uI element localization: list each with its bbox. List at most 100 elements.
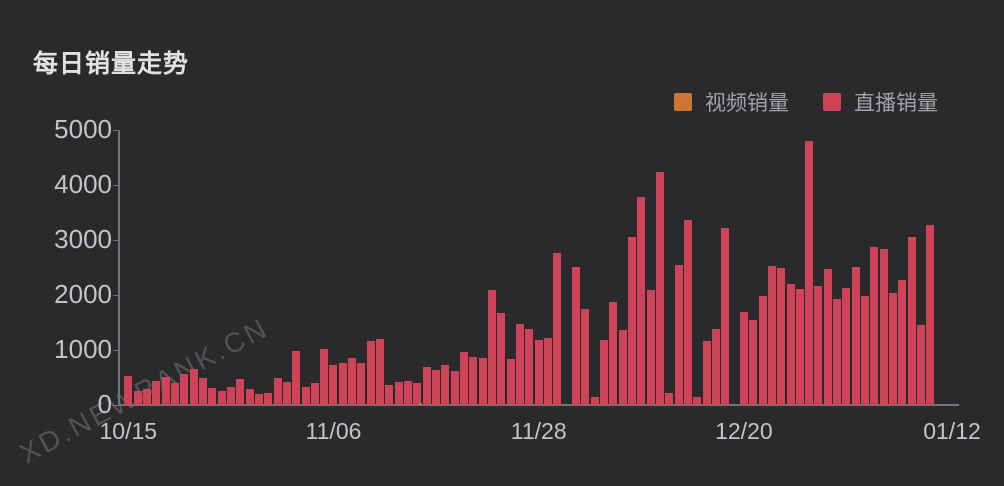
- y-axis-tick-label: 2000: [54, 278, 112, 309]
- bar-live-10/17[interactable]: [142, 388, 151, 405]
- bar-live-12/26[interactable]: [795, 289, 804, 405]
- bar-live-12/23[interactable]: [767, 266, 776, 405]
- y-axis-tick-mark: [113, 349, 118, 351]
- y-axis-tick-label: 4000: [54, 168, 112, 199]
- bar-live-12/24[interactable]: [777, 268, 786, 405]
- bar-live-10/15[interactable]: [124, 376, 133, 405]
- bar-live-12/18[interactable]: [721, 227, 730, 405]
- bar-live-12/15[interactable]: [693, 396, 702, 405]
- bar-live-12/27[interactable]: [805, 141, 814, 405]
- bar-live-11/24[interactable]: [497, 312, 506, 405]
- bar-live-12/06[interactable]: [609, 302, 618, 405]
- y-axis-tick-label: 5000: [54, 113, 112, 144]
- y-axis-tick-label: 3000: [54, 223, 112, 254]
- bar-live-11/06[interactable]: [329, 365, 338, 405]
- bar-live-11/27[interactable]: [525, 328, 534, 405]
- bar-live-10/31[interactable]: [273, 378, 282, 405]
- bar-live-11/14[interactable]: [404, 381, 413, 405]
- y-axis-tick-mark: [113, 239, 118, 241]
- bar-live-11/07[interactable]: [338, 363, 347, 405]
- bar-live-01/04[interactable]: [879, 249, 888, 405]
- bar-live-10/28[interactable]: [245, 389, 254, 405]
- bar-live-12/10[interactable]: [646, 289, 655, 405]
- bar-live-10/22[interactable]: [189, 369, 198, 405]
- bar-live-12/03[interactable]: [581, 308, 590, 405]
- bar-live-01/01[interactable]: [851, 266, 860, 405]
- bar-live-11/28[interactable]: [534, 339, 543, 405]
- bar-live-11/23[interactable]: [488, 289, 497, 405]
- bar-live-12/09[interactable]: [637, 196, 646, 405]
- bar-live-12/22[interactable]: [758, 296, 767, 405]
- bar-live-12/12[interactable]: [665, 392, 674, 405]
- bar-live-11/25[interactable]: [506, 359, 515, 405]
- bar-live-10/27[interactable]: [236, 379, 245, 405]
- bar-live-10/24[interactable]: [208, 388, 217, 405]
- bar-live-10/29[interactable]: [254, 394, 263, 405]
- y-axis-line: [118, 130, 120, 406]
- bar-live-12/14[interactable]: [683, 220, 692, 405]
- bar-live-12/05[interactable]: [599, 339, 608, 405]
- bar-live-11/05[interactable]: [320, 349, 329, 405]
- bar-live-11/16[interactable]: [422, 367, 431, 405]
- bar-live-01/08[interactable]: [917, 325, 926, 405]
- bar-live-11/29[interactable]: [544, 337, 552, 405]
- bar-live-01/03[interactable]: [870, 246, 879, 405]
- bar-live-12/11[interactable]: [655, 172, 664, 405]
- bar-live-12/28[interactable]: [814, 285, 823, 405]
- bar-live-12/29[interactable]: [823, 268, 832, 405]
- bar-live-11/30[interactable]: [553, 252, 562, 405]
- bar-live-10/23[interactable]: [198, 378, 207, 405]
- bar-live-11/15[interactable]: [413, 383, 422, 405]
- bar-live-10/20[interactable]: [170, 383, 179, 405]
- bar-live-11/20[interactable]: [460, 352, 469, 405]
- bar-live-12/16[interactable]: [702, 341, 711, 405]
- bar-live-12/08[interactable]: [627, 237, 636, 405]
- bar-video-11/16[interactable]: [419, 403, 423, 405]
- bar-live-11/22[interactable]: [478, 358, 487, 405]
- bar-live-11/13[interactable]: [394, 381, 403, 405]
- bar-live-11/26[interactable]: [516, 324, 525, 405]
- bar-live-10/30[interactable]: [264, 392, 273, 405]
- bar-live-11/19[interactable]: [450, 370, 459, 405]
- bar-live-01/07[interactable]: [907, 236, 916, 405]
- bar-live-11/10[interactable]: [366, 341, 375, 405]
- bar-live-11/01[interactable]: [282, 381, 291, 405]
- bar-live-01/06[interactable]: [898, 279, 907, 405]
- bar-live-01/09[interactable]: [926, 224, 935, 405]
- legend-item-live-sales[interactable]: 直播销量: [823, 87, 938, 117]
- bar-live-12/02[interactable]: [571, 267, 580, 405]
- legend: 视频销量 直播销量: [674, 87, 938, 117]
- bar-live-12/30[interactable]: [833, 299, 842, 405]
- bar-live-10/25[interactable]: [217, 390, 226, 405]
- bar-live-11/04[interactable]: [310, 383, 319, 405]
- y-axis-tick-mark: [113, 129, 118, 131]
- bar-live-12/31[interactable]: [842, 287, 851, 405]
- bar-live-11/02[interactable]: [292, 350, 301, 405]
- bar-live-12/25[interactable]: [786, 284, 795, 405]
- bar-live-11/21[interactable]: [469, 356, 478, 405]
- legend-item-video-sales[interactable]: 视频销量: [674, 87, 789, 117]
- bar-live-12/21[interactable]: [749, 319, 758, 405]
- bar-live-10/16[interactable]: [133, 391, 142, 405]
- bar-live-11/12[interactable]: [385, 384, 394, 405]
- bar-live-12/17[interactable]: [711, 329, 720, 405]
- bar-live-12/20[interactable]: [739, 312, 748, 405]
- bar-live-01/02[interactable]: [861, 296, 870, 405]
- bar-live-11/18[interactable]: [441, 365, 450, 405]
- y-axis-tick-mark: [113, 404, 118, 406]
- bar-live-10/26[interactable]: [226, 386, 235, 405]
- bar-live-11/17[interactable]: [432, 369, 441, 405]
- bar-live-12/13[interactable]: [674, 265, 683, 405]
- bar-live-10/21[interactable]: [180, 374, 189, 405]
- video-sales-swatch-icon: [674, 93, 692, 111]
- bar-live-11/03[interactable]: [301, 386, 310, 405]
- bar-live-11/08[interactable]: [348, 358, 357, 405]
- bar-live-10/19[interactable]: [161, 377, 170, 405]
- bar-live-11/11[interactable]: [376, 339, 385, 405]
- bar-live-12/04[interactable]: [590, 396, 599, 405]
- bar-live-01/05[interactable]: [889, 293, 898, 405]
- bar-live-10/18[interactable]: [152, 380, 161, 405]
- bar-live-12/07[interactable]: [618, 329, 627, 405]
- bar-live-11/09[interactable]: [357, 362, 366, 405]
